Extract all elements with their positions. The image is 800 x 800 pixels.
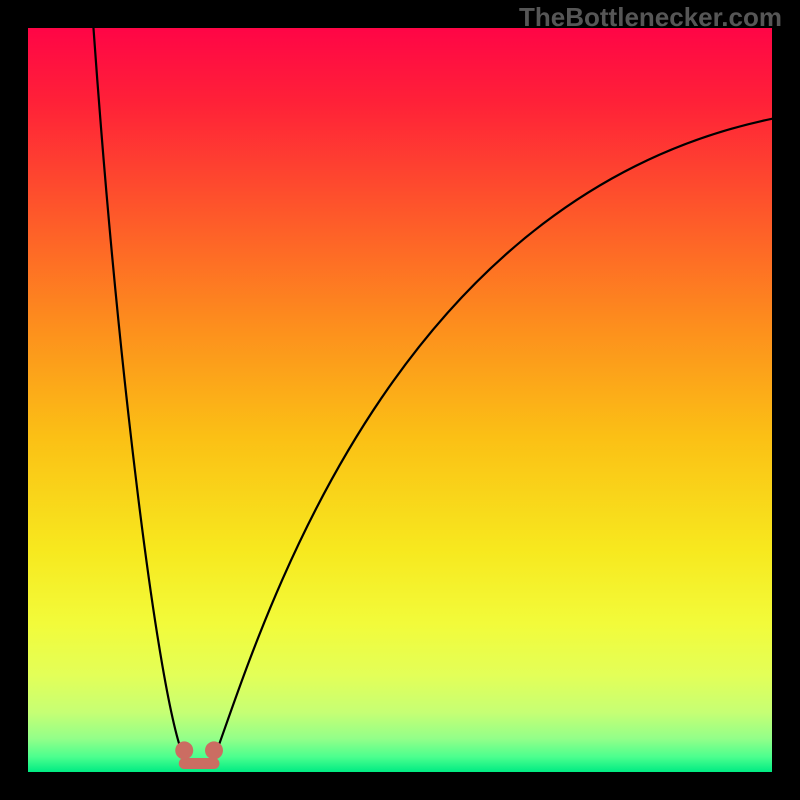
valley-marker-1 — [205, 741, 223, 759]
gradient-background — [28, 28, 772, 772]
plot-area — [28, 28, 772, 772]
chart-frame — [0, 0, 800, 800]
watermark-text: TheBottlenecker.com — [519, 2, 782, 33]
chart-svg — [28, 28, 772, 772]
valley-marker-0 — [175, 741, 193, 759]
